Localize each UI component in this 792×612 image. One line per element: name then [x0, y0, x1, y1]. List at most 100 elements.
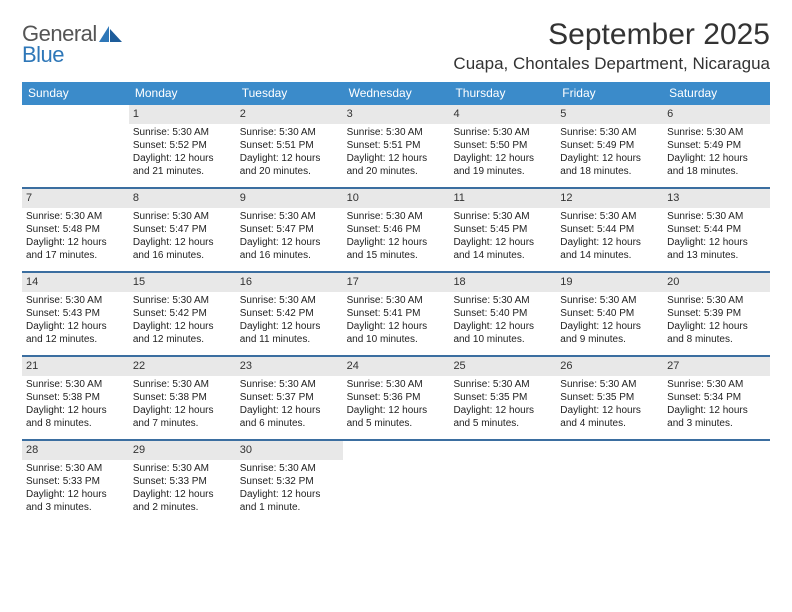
week-row: 21Sunrise: 5:30 AMSunset: 5:38 PMDayligh… — [22, 357, 770, 441]
daylight-line: Daylight: 12 hours and 6 minutes. — [240, 404, 339, 430]
sunrise-line: Sunrise: 5:30 AM — [26, 462, 125, 475]
day-number: 3 — [343, 105, 450, 124]
daylight-line: Daylight: 12 hours and 9 minutes. — [560, 320, 659, 346]
daylight-line: Daylight: 12 hours and 5 minutes. — [453, 404, 552, 430]
weekday-header: Wednesday — [343, 82, 450, 105]
daylight-line: Daylight: 12 hours and 7 minutes. — [133, 404, 232, 430]
empty-cell — [343, 441, 450, 523]
sunset-line: Sunset: 5:44 PM — [560, 223, 659, 236]
sunset-line: Sunset: 5:33 PM — [133, 475, 232, 488]
sunrise-line: Sunrise: 5:30 AM — [667, 294, 766, 307]
sunrise-line: Sunrise: 5:30 AM — [453, 294, 552, 307]
logo: General Blue — [22, 18, 123, 66]
daylight-line: Daylight: 12 hours and 10 minutes. — [347, 320, 446, 346]
sunset-line: Sunset: 5:51 PM — [240, 139, 339, 152]
sunset-line: Sunset: 5:47 PM — [133, 223, 232, 236]
daylight-line: Daylight: 12 hours and 12 minutes. — [26, 320, 125, 346]
sunrise-line: Sunrise: 5:30 AM — [453, 126, 552, 139]
daylight-line: Daylight: 12 hours and 12 minutes. — [133, 320, 232, 346]
day-cell: 15 Sunrise: 5:30 AMSunset: 5:42 PMDayligh… — [129, 273, 236, 355]
sunset-line: Sunset: 5:39 PM — [667, 307, 766, 320]
sunrise-line: Sunrise: 5:30 AM — [133, 210, 232, 223]
daylight-line: Daylight: 12 hours and 11 minutes. — [240, 320, 339, 346]
title-block: September 2025 Cuapa, Chontales Departme… — [453, 18, 770, 74]
sunset-line: Sunset: 5:32 PM — [240, 475, 339, 488]
sunset-line: Sunset: 5:42 PM — [133, 307, 232, 320]
header: General Blue September 2025 Cuapa, Chont… — [22, 18, 770, 74]
day-cell: 18Sunrise: 5:30 AMSunset: 5:40 PMDayligh… — [449, 273, 556, 355]
day-cell: 14Sunrise: 5:30 AMSunset: 5:43 PMDayligh… — [22, 273, 129, 355]
month-title: September 2025 — [453, 18, 770, 52]
sunrise-line: Sunrise: 5:30 AM — [240, 210, 339, 223]
daylight-line: Daylight: 12 hours and 4 minutes. — [560, 404, 659, 430]
day-cell: 22Sunrise: 5:30 AMSunset: 5:38 PMDayligh… — [129, 357, 236, 439]
week-row: 1Sunrise: 5:30 AMSunset: 5:52 PMDaylight… — [22, 105, 770, 189]
daylight-line: Daylight: 12 hours and 10 minutes. — [453, 320, 552, 346]
daylight-line: Daylight: 12 hours and 20 minutes. — [347, 152, 446, 178]
empty-cell — [663, 441, 770, 523]
sunrise-line: Sunrise: 5:30 AM — [133, 378, 232, 391]
day-number: 17 — [343, 273, 450, 292]
sunrise-line: Sunrise: 5:30 AM — [133, 294, 232, 307]
sunrise-line: Sunrise: 5:30 AM — [667, 210, 766, 223]
logo-text: General Blue — [22, 24, 97, 66]
sunrise-line: Sunrise: 5:30 AM — [667, 126, 766, 139]
day-number: 19 — [556, 273, 663, 292]
day-cell: 30Sunrise: 5:30 AMSunset: 5:32 PMDayligh… — [236, 441, 343, 523]
day-cell: 5Sunrise: 5:30 AMSunset: 5:49 PMDaylight… — [556, 105, 663, 187]
calendar: SundayMondayTuesdayWednesdayThursdayFrid… — [22, 82, 770, 523]
sunrise-line: Sunrise: 5:30 AM — [560, 294, 659, 307]
sunrise-line: Sunrise: 5:30 AM — [667, 378, 766, 391]
sunset-line: Sunset: 5:46 PM — [347, 223, 446, 236]
sunrise-line: Sunrise: 5:30 AM — [240, 126, 339, 139]
sunset-line: Sunset: 5:40 PM — [560, 307, 659, 320]
day-number: 21 — [22, 357, 129, 376]
day-number: 15 — [129, 273, 236, 292]
sunrise-line: Sunrise: 5:30 AM — [347, 126, 446, 139]
sunrise-line: Sunrise: 5:30 AM — [347, 294, 446, 307]
day-cell: 16Sunrise: 5:30 AMSunset: 5:42 PMDayligh… — [236, 273, 343, 355]
day-cell: 25Sunrise: 5:30 AMSunset: 5:35 PMDayligh… — [449, 357, 556, 439]
daylight-line: Daylight: 12 hours and 17 minutes. — [26, 236, 125, 262]
daylight-line: Daylight: 12 hours and 16 minutes. — [240, 236, 339, 262]
day-number: 25 — [449, 357, 556, 376]
day-cell: 27Sunrise: 5:30 AMSunset: 5:34 PMDayligh… — [663, 357, 770, 439]
day-cell: 9Sunrise: 5:30 AMSunset: 5:47 PMDaylight… — [236, 189, 343, 271]
sunrise-line: Sunrise: 5:30 AM — [240, 462, 339, 475]
day-number: 22 — [129, 357, 236, 376]
weekday-header: Monday — [129, 82, 236, 105]
day-number: 7 — [22, 189, 129, 208]
day-cell: 10Sunrise: 5:30 AMSunset: 5:46 PMDayligh… — [343, 189, 450, 271]
day-number: 27 — [663, 357, 770, 376]
day-number: 26 — [556, 357, 663, 376]
sunrise-line: Sunrise: 5:30 AM — [560, 126, 659, 139]
empty-cell — [22, 105, 129, 187]
day-number: 4 — [449, 105, 556, 124]
week-row: 14Sunrise: 5:30 AMSunset: 5:43 PMDayligh… — [22, 273, 770, 357]
day-number: 23 — [236, 357, 343, 376]
day-cell: 24Sunrise: 5:30 AMSunset: 5:36 PMDayligh… — [343, 357, 450, 439]
sunset-line: Sunset: 5:51 PM — [347, 139, 446, 152]
daylight-line: Daylight: 12 hours and 14 minutes. — [560, 236, 659, 262]
day-cell: 12Sunrise: 5:30 AMSunset: 5:44 PMDayligh… — [556, 189, 663, 271]
day-number: 12 — [556, 189, 663, 208]
day-number: 14 — [22, 273, 129, 292]
empty-cell — [449, 441, 556, 523]
daylight-line: Daylight: 12 hours and 15 minutes. — [347, 236, 446, 262]
day-number: 16 — [236, 273, 343, 292]
day-cell: 1Sunrise: 5:30 AMSunset: 5:52 PMDaylight… — [129, 105, 236, 187]
day-cell: 21Sunrise: 5:30 AMSunset: 5:38 PMDayligh… — [22, 357, 129, 439]
sunset-line: Sunset: 5:37 PM — [240, 391, 339, 404]
day-number: 10 — [343, 189, 450, 208]
weekday-header: Saturday — [663, 82, 770, 105]
day-number: 8 — [129, 189, 236, 208]
sunset-line: Sunset: 5:33 PM — [26, 475, 125, 488]
day-number: 29 — [129, 441, 236, 460]
sunrise-line: Sunrise: 5:30 AM — [240, 294, 339, 307]
sunset-line: Sunset: 5:50 PM — [453, 139, 552, 152]
daylight-line: Daylight: 12 hours and 5 minutes. — [347, 404, 446, 430]
sunset-line: Sunset: 5:40 PM — [453, 307, 552, 320]
daylight-line: Daylight: 12 hours and 3 minutes. — [26, 488, 125, 514]
day-number: 30 — [236, 441, 343, 460]
day-cell: 13Sunrise: 5:30 AMSunset: 5:44 PMDayligh… — [663, 189, 770, 271]
